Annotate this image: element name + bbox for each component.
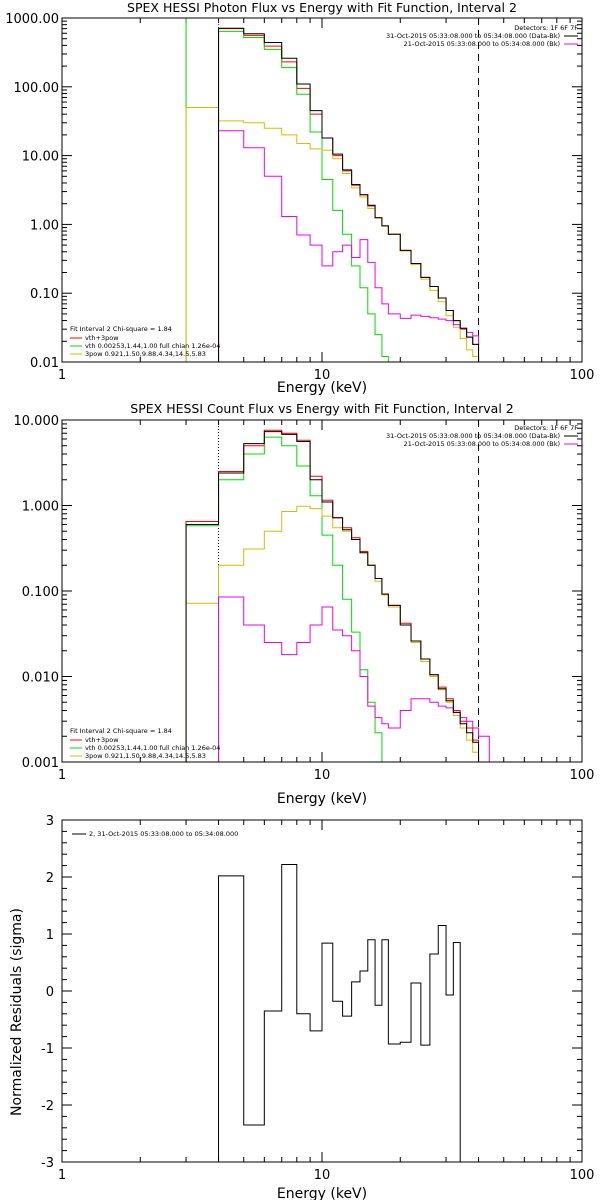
series-step-line	[218, 30, 401, 363]
panel-title: SPEX HESSI Count Flux vs Energy with Fit…	[130, 401, 513, 416]
y-tick-label: 100.00	[14, 81, 60, 96]
detector-info: Detectors: 1F 6F 7F 31-Oct-2015 05:33:08…	[386, 24, 578, 48]
series-step-line	[185, 505, 490, 763]
legend-entry: 3pow 0.921,1.50,9.88,4.34,14.5,5.83	[85, 350, 206, 358]
x-tick-label: 1	[58, 768, 66, 783]
residuals-panel: Energy (keV) Normalized Residuals (sigma…	[9, 814, 594, 1200]
count-flux-panel: SPEX HESSI Count Flux vs Energy with Fit…	[14, 401, 595, 807]
detector-info: Detectors: 1F 6F 7F 31-Oct-2015 05:33:08…	[386, 424, 578, 448]
x-tick-label: 10	[314, 368, 331, 383]
x-tick-label: 1	[58, 1168, 66, 1183]
y-tick-label: 1000.00	[5, 12, 59, 27]
fit-legend: Fit Interval 2 Chi-square = 1.84 vth+3po…	[70, 727, 220, 760]
y-tick-label: 0.100	[22, 585, 59, 600]
x-tick-label: 1	[58, 368, 66, 383]
y-tick-label: 2	[46, 871, 54, 886]
y-tick-label: 1.00	[30, 218, 59, 233]
y-tick-label: 0.001	[22, 756, 59, 771]
panel-title: SPEX HESSI Photon Flux vs Energy with Fi…	[127, 0, 517, 15]
legend-header: Fit Interval 2 Chi-square = 1.84	[70, 325, 172, 333]
residual-legend: 2, 31-Oct-2015 05:33:08.000 to 05:34:08.…	[72, 830, 238, 838]
y-tick-label: 3	[46, 814, 54, 829]
series-step-line	[218, 130, 480, 362]
y-tick-label: 1.000	[22, 500, 59, 515]
legend-entry: vth+3pow	[85, 736, 119, 744]
x-tick-label: 10	[314, 768, 331, 783]
detectors-label: Detectors: 1F 6F 7F	[514, 24, 578, 32]
fit-legend: Fit Interval 2 Chi-square = 1.84 vth+3po…	[70, 325, 220, 358]
series-step-line	[218, 596, 490, 762]
y-tick-label: 10.00	[22, 150, 59, 165]
legend-entry: vth 0.00253,1.44,1.00 full chian 1.26e-0…	[85, 744, 220, 752]
y-tick-label: 10.000	[14, 414, 60, 429]
x-tick-label: 100	[570, 768, 595, 783]
y-tick-label: 0	[46, 985, 54, 1000]
series-step-line	[218, 28, 480, 362]
legend-entry: vth+3pow	[85, 334, 119, 342]
x-axis-label: Energy (keV)	[277, 380, 367, 396]
series-step-line	[218, 863, 461, 1162]
x-tick-label: 100	[570, 1168, 595, 1183]
y-tick-label: 0.010	[22, 671, 59, 686]
series-step-line	[185, 436, 389, 763]
legend-header: Fit Interval 2 Chi-square = 1.84	[70, 727, 172, 735]
y-tick-label: -2	[41, 1099, 54, 1114]
y-tick-label: -3	[41, 1156, 54, 1171]
y-tick-label: -1	[41, 1042, 54, 1057]
legend-entry: vth 0.00253,1.44,1.00 full chian 1.26e-0…	[85, 342, 220, 350]
data-interval-label: 31-Oct-2015 05:33:08.000 to 05:34:08.000…	[386, 32, 560, 40]
x-axis-label: Energy (keV)	[277, 791, 367, 807]
series-step-line	[185, 431, 480, 762]
x-axis-label: Energy (keV)	[277, 1186, 367, 1200]
y-tick-label: 0.01	[30, 356, 59, 371]
data-interval-label: 31-Oct-2015 05:33:08.000 to 05:34:08.000…	[386, 432, 560, 440]
y-axis-label: Normalized Residuals (sigma)	[9, 908, 25, 1116]
photon-flux-panel: SPEX HESSI Photon Flux vs Energy with Fi…	[5, 0, 594, 396]
legend-entry: 3pow 0.921,1.50,9.88,4.34,14.5,5.83	[85, 752, 206, 760]
bk-interval-label: 21-Oct-2015 05:33:08.000 to 05:34:08.000…	[404, 440, 560, 448]
y-tick-label: 0.10	[30, 287, 59, 302]
x-tick-label: 100	[570, 368, 595, 383]
detectors-label: Detectors: 1F 6F 7F	[514, 424, 578, 432]
series-step-line	[218, 27, 480, 362]
legend-entry: 2, 31-Oct-2015 05:33:08.000 to 05:34:08.…	[89, 830, 238, 838]
x-tick-label: 10	[314, 1168, 331, 1183]
y-tick-label: 1	[46, 928, 54, 943]
bk-interval-label: 21-Oct-2015 05:33:08.000 to 05:34:08.000…	[404, 40, 560, 48]
